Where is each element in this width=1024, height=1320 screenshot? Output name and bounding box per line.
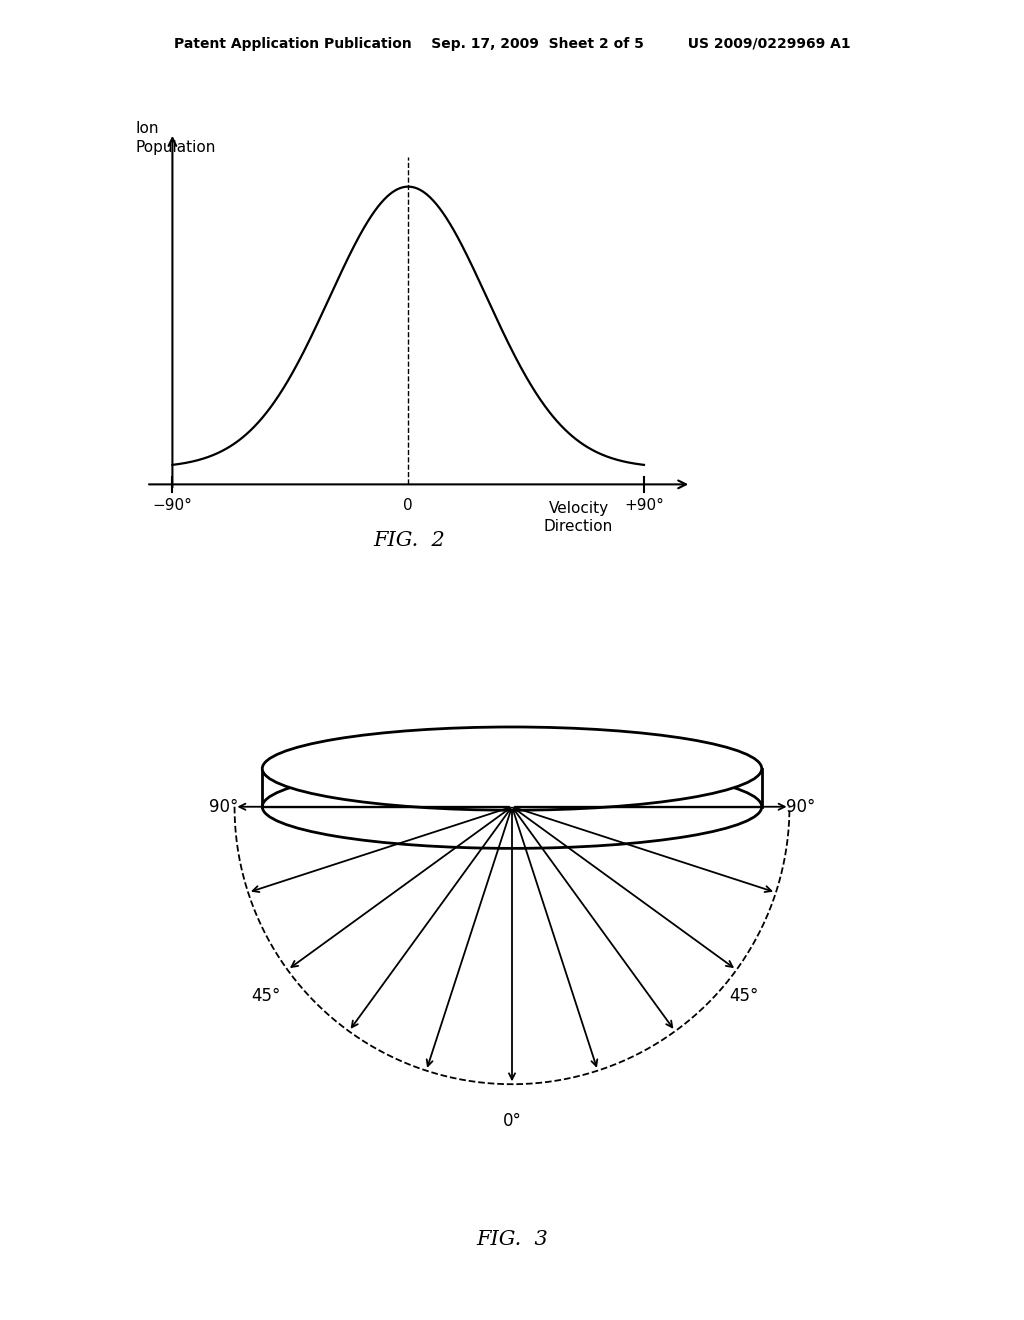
Text: 45°: 45° [729, 987, 759, 1005]
Text: 0: 0 [403, 498, 413, 512]
Text: 90°: 90° [209, 797, 238, 816]
Text: Patent Application Publication    Sep. 17, 2009  Sheet 2 of 5         US 2009/02: Patent Application Publication Sep. 17, … [174, 37, 850, 51]
Text: FIG.  2: FIG. 2 [374, 531, 445, 549]
Text: 45°: 45° [252, 987, 282, 1005]
Text: 0°: 0° [503, 1111, 521, 1130]
Text: 90°: 90° [786, 797, 815, 816]
Text: Velocity
Direction: Velocity Direction [544, 500, 613, 535]
Ellipse shape [262, 727, 762, 810]
Text: −90°: −90° [153, 498, 193, 512]
Text: FIG.  3: FIG. 3 [476, 1230, 548, 1249]
Text: +90°: +90° [624, 498, 664, 512]
Text: Ion
Population: Ion Population [136, 121, 216, 154]
